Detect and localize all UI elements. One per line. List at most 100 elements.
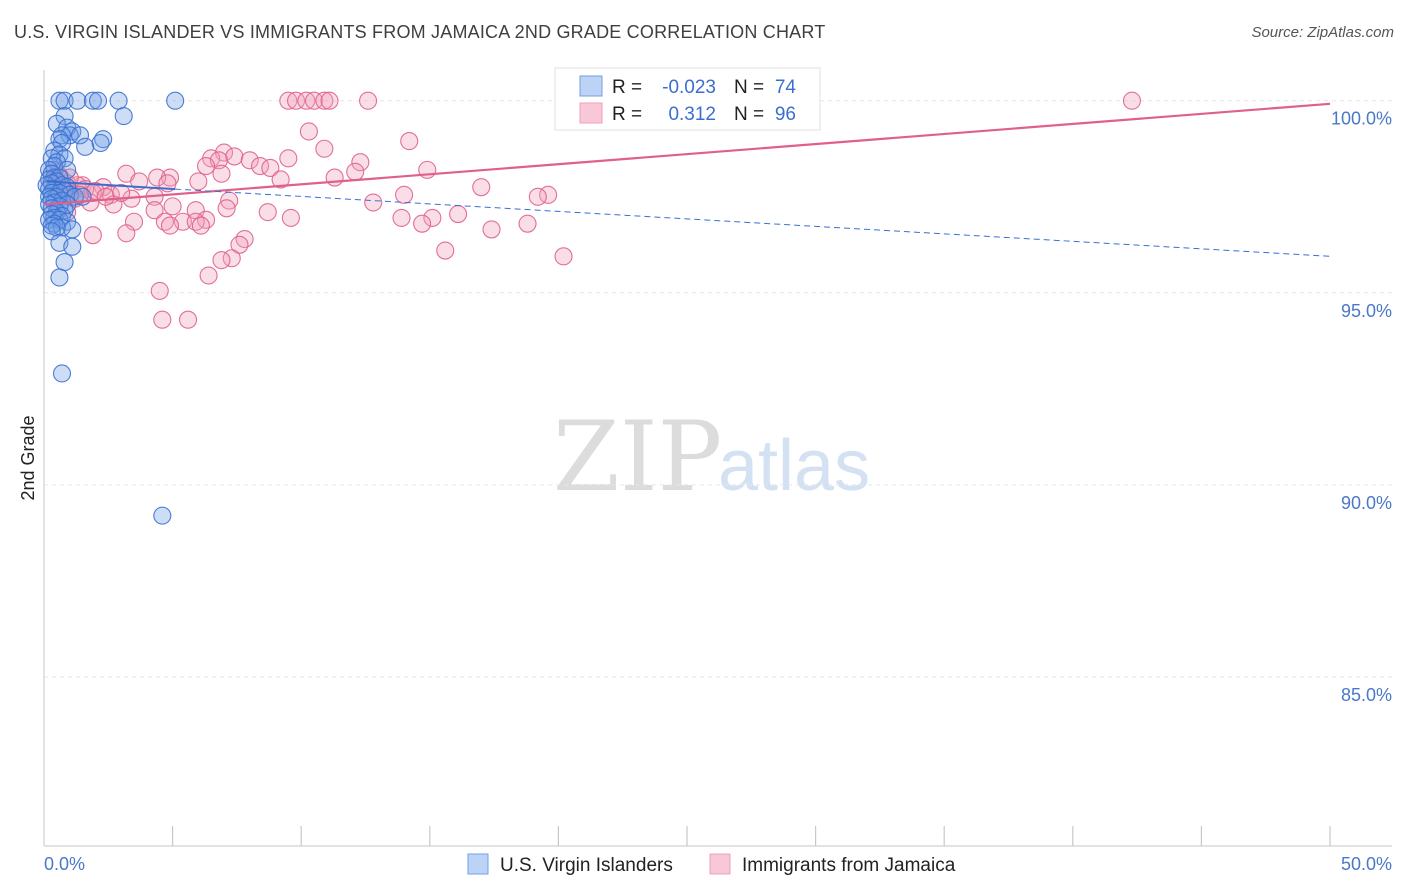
virgin-islander-point xyxy=(55,91,74,110)
virgin-islander-point xyxy=(55,253,74,272)
stats-box: R = -0.023 N = 74 R = 0.312 N = 96 xyxy=(554,67,821,131)
virgin-islander-point xyxy=(70,126,90,145)
jamaica-point xyxy=(413,214,432,233)
jamaica-point xyxy=(212,164,231,183)
jamaica-point xyxy=(150,281,169,300)
stats-n-label-pink: N = xyxy=(734,104,764,125)
jamaica-point xyxy=(297,91,316,110)
jamaica-point xyxy=(258,203,277,222)
y-tick-label: 90.0% xyxy=(1341,493,1392,513)
jamaica-point xyxy=(436,241,455,260)
jamaica-point xyxy=(472,178,491,197)
virgin-islander-point xyxy=(52,133,72,153)
jamaica-point xyxy=(400,132,419,151)
virgin-islander-point xyxy=(52,364,72,383)
jamaica-point xyxy=(364,193,383,212)
axes xyxy=(43,70,1392,847)
legend-label-virgin-islanders: U.S. Virgin Islanders xyxy=(500,855,673,876)
jamaica-point xyxy=(199,266,218,285)
virgin-islander-point xyxy=(109,91,128,110)
stats-r-blue: -0.023 xyxy=(662,77,716,98)
x-axis-ticks xyxy=(172,826,1331,846)
jamaica-point xyxy=(117,224,136,243)
virgin-islander-point xyxy=(91,133,110,153)
virgin-islander-point xyxy=(50,268,69,287)
virgin-islander-point xyxy=(47,114,66,133)
stats-n-label-blue: N = xyxy=(734,77,764,98)
legend-swatch-jamaica xyxy=(709,853,731,875)
jamaica-point xyxy=(281,208,300,227)
jamaica-point xyxy=(279,91,298,110)
virgin-islander-point xyxy=(63,220,82,239)
virgin-islander-point xyxy=(153,506,172,525)
virgin-islander-point xyxy=(63,237,82,256)
virgin-islander-point xyxy=(83,91,102,110)
virgin-islander-trend-line xyxy=(46,180,176,191)
jamaica-point xyxy=(315,139,334,158)
trend-lines xyxy=(43,102,1331,257)
x-tick-label-max: 50.0% xyxy=(1341,854,1392,874)
jamaica-point xyxy=(271,170,290,189)
jamaica-point xyxy=(449,205,468,224)
virgin-islander-point xyxy=(76,137,95,156)
jamaica-point xyxy=(279,149,298,168)
jamaica-point xyxy=(163,197,182,216)
virgin-islander-point xyxy=(114,107,133,126)
jamaica-trend-line xyxy=(43,102,1331,206)
watermark-zip: ZIP xyxy=(553,401,722,513)
jamaica-point xyxy=(346,162,365,181)
jamaica-point xyxy=(160,216,180,235)
jamaica-point xyxy=(1122,91,1142,110)
jamaica-point xyxy=(325,168,344,187)
y-tick-label: 85.0% xyxy=(1341,685,1392,705)
stats-n-blue: 74 xyxy=(775,77,797,98)
jamaica-point xyxy=(518,214,537,233)
jamaica-point xyxy=(196,156,216,176)
jamaica-point xyxy=(351,153,370,172)
jamaica-point xyxy=(178,310,198,329)
jamaica-point xyxy=(83,226,102,245)
jamaica-point xyxy=(261,158,280,178)
legend-swatch-virgin-islanders xyxy=(467,853,489,875)
jamaica-point xyxy=(287,91,306,110)
legend-label-jamaica: Immigrants from Jamaica xyxy=(742,855,956,876)
virgin-islander-point xyxy=(68,91,87,110)
jamaica-point xyxy=(482,220,501,239)
x-tick-label-min: 0.0% xyxy=(44,854,85,874)
jamaica-point xyxy=(148,168,167,187)
jamaica-point xyxy=(395,185,414,204)
jamaica-point xyxy=(554,247,573,266)
jamaica-point xyxy=(96,187,115,206)
series-virgin-islander-points xyxy=(37,91,185,525)
stats-r-label-blue: R = xyxy=(612,77,642,98)
gridlines xyxy=(44,100,1392,678)
jamaica-point xyxy=(189,172,208,191)
jamaica-point xyxy=(217,199,236,218)
watermark-atlas: atlas xyxy=(718,426,870,506)
jamaica-point xyxy=(359,91,378,110)
jamaica-point xyxy=(315,91,334,110)
jamaica-point xyxy=(240,151,259,170)
jamaica-point xyxy=(423,208,442,227)
jamaica-point xyxy=(235,229,254,249)
jamaica-point xyxy=(230,235,249,254)
y-axis-label: 2nd Grade xyxy=(18,415,38,500)
jamaica-point xyxy=(320,91,339,110)
y-tick-label: 100.0% xyxy=(1331,109,1392,129)
jamaica-point xyxy=(225,147,244,166)
stats-swatch-blue xyxy=(579,75,603,97)
virgin-islander-point xyxy=(166,91,185,110)
jamaica-point xyxy=(212,251,231,270)
jamaica-point xyxy=(299,122,318,141)
legend: U.S. Virgin Islanders Immigrants from Ja… xyxy=(467,853,956,876)
stats-swatch-pink xyxy=(579,102,603,124)
virgin-islander-point xyxy=(60,126,79,145)
stats-r-label-pink: R = xyxy=(612,104,642,125)
y-tick-label: 95.0% xyxy=(1341,301,1392,321)
virgin-islander-point xyxy=(88,91,108,110)
jamaica-point xyxy=(153,310,172,329)
virgin-islander-trend-extension xyxy=(175,188,1331,257)
jamaica-point xyxy=(191,216,210,235)
stats-n-pink: 96 xyxy=(775,104,796,125)
